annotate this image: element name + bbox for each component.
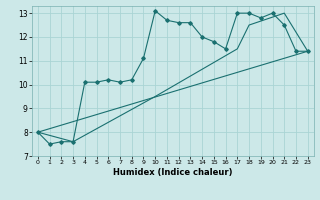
X-axis label: Humidex (Indice chaleur): Humidex (Indice chaleur)	[113, 168, 233, 177]
